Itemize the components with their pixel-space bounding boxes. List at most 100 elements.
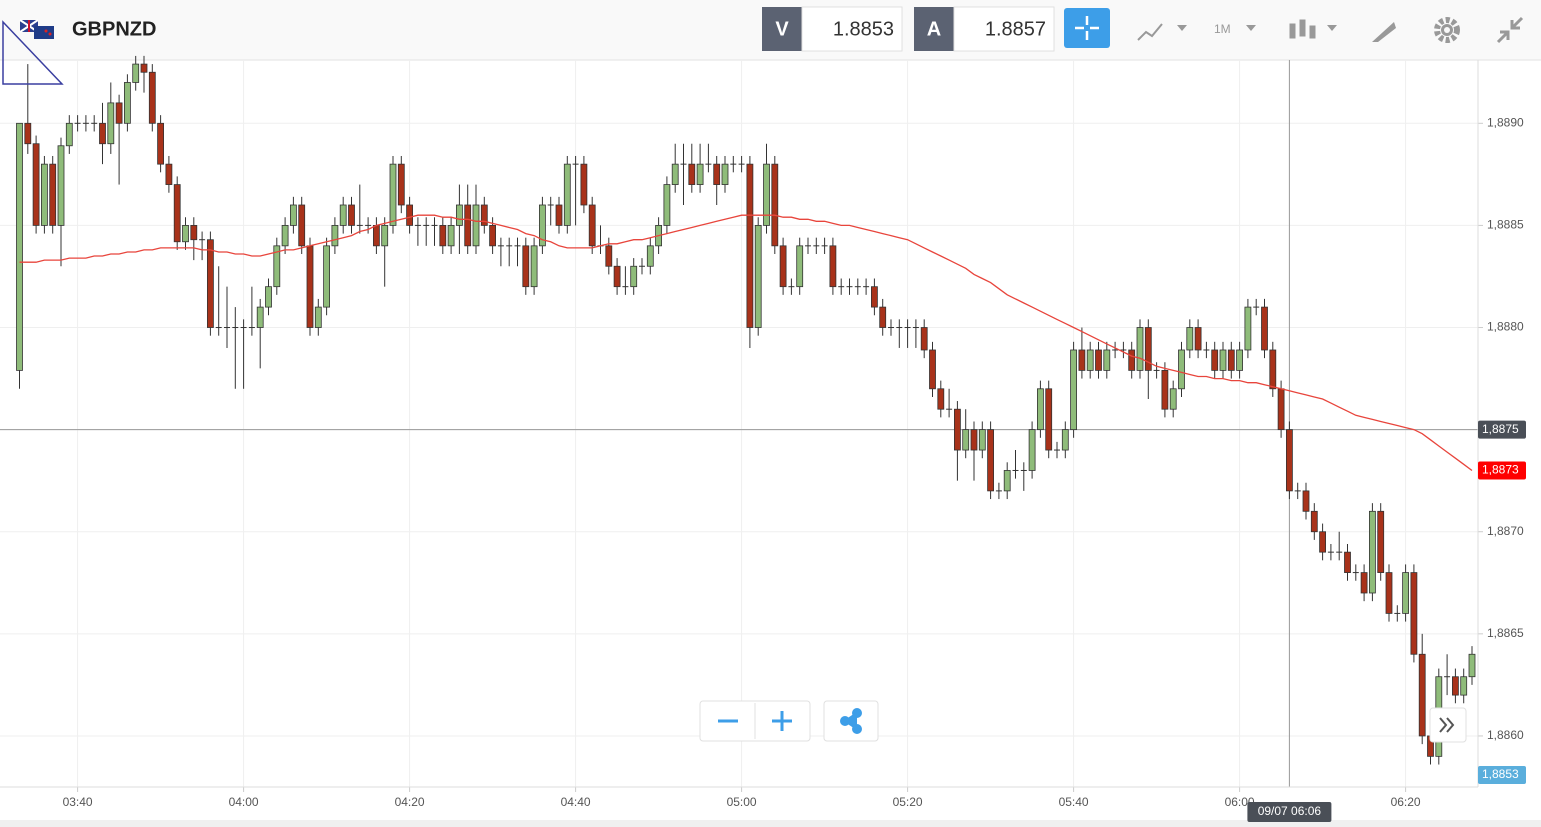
candle-body [32,143,40,226]
candle-body [1369,510,1376,594]
candle-body [1136,327,1144,371]
candle-body [530,245,538,288]
y-tick-label: 1,8865 [1487,626,1524,640]
crosshair-label-bg [1247,802,1332,822]
candle-body [339,204,347,226]
candle-body [1070,349,1077,431]
candle-body [372,225,380,247]
bid-badge[interactable] [762,7,802,51]
drawing-triangle [2,20,64,85]
candle-body [796,245,804,288]
candle-body [1286,429,1293,492]
candle-body [115,102,123,124]
candle-body [763,163,770,226]
candle-body [140,63,148,73]
interval-caret [1246,25,1256,31]
candle-body [539,204,546,247]
flag-icon [19,19,54,39]
bid-box [801,6,903,52]
candle-body [1460,676,1468,696]
draw-button[interactable] [1372,22,1396,42]
candle-body [771,163,779,247]
candle-body [1277,388,1285,431]
candle-body [1186,327,1194,351]
x-tick-label: 04:40 [561,795,591,809]
candle-body [721,163,729,185]
candle-body [298,204,306,247]
candle-body [1236,349,1243,371]
candle-body [1385,572,1393,614]
price-tag-label: 1,8873 [1482,463,1519,477]
candle-body [107,102,115,145]
candle-body [829,245,837,288]
crosshair-button[interactable] [1064,8,1110,48]
candle-body [331,225,339,247]
share-button[interactable] [840,708,862,734]
candle-body [256,306,264,328]
candle-body [41,163,48,226]
candle-body [713,163,721,185]
candle-body [1037,388,1044,431]
settings-button[interactable] [1434,17,1460,43]
y-tick-label: 1,8890 [1487,115,1524,129]
candle-body [1161,370,1169,410]
candle-body [480,204,488,226]
candle-body [754,225,762,328]
candle-body [978,429,986,451]
candle-button[interactable] [1289,19,1337,39]
candle-body [49,163,57,226]
candle-body [1227,349,1235,371]
candle-body [954,408,961,451]
candle-body [273,245,281,288]
candle-body [157,122,165,165]
candle-body [1244,306,1252,351]
candle-body [190,225,198,241]
interval[interactable]: 1M [1214,22,1231,36]
x-tick-label: 06:00 [1225,795,1255,809]
zoom-controls [699,700,879,742]
price-tag [1478,461,1526,480]
candle-body [879,306,887,328]
candle-body [937,388,945,410]
ask-badge[interactable] [914,7,954,51]
candle-body [779,245,787,288]
candle-body [696,163,704,185]
candle-body [588,204,596,247]
candle-body [671,163,679,185]
candle-body [1211,349,1219,371]
candle-body [1410,572,1418,655]
y-tick-label: 1,8880 [1487,320,1524,334]
candle-body [1261,306,1268,351]
x-tick-label: 04:20 [395,795,425,809]
y-tick-label: 1,8870 [1487,524,1524,538]
candle-body [439,225,447,247]
y-tick-label: 1,8860 [1487,728,1524,742]
candle-body [1310,510,1318,533]
x-tick-label: 06:20 [1391,795,1421,809]
candle-body [65,122,73,147]
price-tag-label: 1,8875 [1482,422,1519,436]
candle-body [1103,349,1111,371]
candle-body [397,163,405,206]
candle-body [1028,429,1036,471]
candle-body [1269,349,1277,390]
candle-body [1086,349,1094,371]
zoom-in[interactable] [772,711,792,731]
scroll-latest-button[interactable] [1429,707,1467,743]
candle-body [646,245,654,267]
candle-body [563,163,571,226]
collapse-button[interactable] [1496,16,1524,44]
crosshair-label: 09/07 06:06 [1258,804,1322,818]
candle-body [1302,490,1310,512]
candle-body [265,286,272,308]
candle-body [323,245,331,308]
candle-body [1360,572,1368,594]
candle-body [522,245,530,288]
candle-body [630,265,638,288]
x-tick-label: 03:40 [63,795,93,809]
chart-type-button[interactable] [1137,23,1187,41]
candle-body [281,225,289,247]
candle-body [99,122,106,145]
